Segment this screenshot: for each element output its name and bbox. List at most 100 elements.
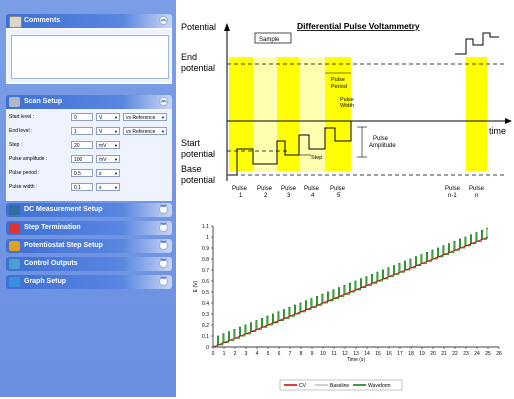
start-level-unit-select[interactable]: V: [96, 113, 120, 122]
pulse-amplitude-input[interactable]: 100: [71, 155, 93, 163]
x-tick-label: 20: [430, 351, 436, 357]
expand-chevron-icon[interactable]: ︾: [159, 259, 168, 268]
potentiostat-step-setup-header[interactable]: Potentiostat Step Setup ︾: [6, 239, 172, 253]
end-potential-label-1: End: [181, 52, 197, 62]
x-tick-label: 23: [463, 351, 469, 357]
comments-textarea[interactable]: [11, 35, 169, 79]
step-termination-title: Step Termination: [24, 224, 81, 231]
pulse-band-5: [325, 57, 351, 171]
pulse-3-label-2: 3: [287, 193, 291, 199]
y-tick-label: 1.1: [202, 224, 209, 230]
potential-axis-arrow: [224, 23, 230, 31]
pulse-2-label-1: Pulse: [257, 186, 273, 192]
potentiostat-icon: [9, 241, 20, 251]
end-level-reference-select[interactable]: vs Reference: [123, 127, 167, 136]
x-tick-label: 26: [496, 351, 502, 357]
end-potential-label-2: potential: [181, 63, 215, 73]
y-tick-label: 0.7: [202, 268, 209, 274]
y-tick-label: 0.5: [202, 290, 209, 296]
diagram-title: Differential Pulse Voltammetry: [297, 21, 420, 31]
step-input[interactable]: 20: [71, 141, 93, 149]
start-level-row: Start level : 0 V vs Reference: [9, 113, 169, 123]
pulse-amplitude-label-1: Pulse: [373, 136, 389, 142]
pulse-width-row: Pulse width : 0.1 s: [9, 183, 169, 193]
sample-label: Sample: [259, 37, 280, 43]
expand-chevron-icon[interactable]: ︾: [159, 205, 168, 214]
graph-setup-header[interactable]: Graph Setup ︾: [6, 275, 172, 289]
step-label: Step: [311, 155, 322, 161]
pulse-period-label-1: Pulse: [331, 77, 345, 83]
x-tick-label: 7: [289, 351, 292, 357]
pulse-period-input[interactable]: 0.5: [71, 169, 93, 177]
end-level-row: End level : 1 V vs Reference: [9, 127, 169, 137]
dpv-waveform-tail: [455, 32, 499, 55]
y-tick-label: 0.2: [202, 323, 209, 329]
pulse-amplitude-unit-select[interactable]: mV: [96, 155, 120, 164]
dpv-waveform: [229, 120, 357, 176]
step-termination-header[interactable]: Step Termination ︾: [6, 221, 172, 235]
legend-cv-label: CV: [299, 383, 307, 389]
dpv-diagram: Sample Potential Differential Pulse Volt…: [177, 9, 514, 200]
potential-label: Potential: [181, 22, 216, 32]
expand-chevron-icon[interactable]: ︾: [159, 241, 168, 250]
step-unit-select[interactable]: mV: [96, 141, 120, 150]
dc-measurement-setup-header[interactable]: DC Measurement Setup ︾: [6, 203, 172, 217]
pulse-n-minus-1-label-2: n-1: [448, 193, 457, 199]
time-label: time: [489, 126, 506, 136]
legend-waveform-label: Waveform: [368, 383, 391, 389]
scan-setup-body: Start level : 0 V vs Reference End level…: [6, 109, 172, 201]
y-tick-label: 0: [206, 345, 209, 351]
dc-measurement-setup-title: DC Measurement Setup: [24, 206, 103, 213]
pulse-3-label-1: Pulse: [281, 186, 297, 192]
x-tick-label: 5: [267, 351, 270, 357]
pulse-5-label-1: Pulse: [330, 186, 346, 192]
pulse-n-minus-1-label-1: Pulse: [445, 186, 461, 192]
task-pane: Comments ︽ Scan Setup ︽ Start level : 0 …: [0, 0, 176, 397]
start-level-reference-select[interactable]: vs Reference: [123, 113, 167, 122]
end-level-unit-select[interactable]: V: [96, 127, 120, 136]
pulse-period-row: Pulse period : 0.5 s: [9, 169, 169, 179]
potentiostat-step-setup-title: Potentiostat Step Setup: [24, 242, 103, 249]
x-tick-label: 16: [386, 351, 392, 357]
x-tick-labels: 0 1 2 3 4 5 6 7 8 9 10 11 12 13 14 15 16 17 18 19 20 21 22 23 24…: [212, 347, 502, 357]
start-level-input[interactable]: 0: [71, 113, 93, 121]
waveform-series-line: [213, 227, 488, 348]
collapse-chevron-icon[interactable]: ︽: [159, 97, 168, 106]
graph-setup-title: Graph Setup: [24, 278, 67, 285]
pulse-width-input[interactable]: 0.1: [71, 183, 93, 191]
x-tick-label: 22: [452, 351, 458, 357]
x-axis-label: Time (s): [347, 357, 365, 363]
collapse-chevron-icon[interactable]: ︽: [159, 16, 168, 25]
comments-panel-title: Comments: [24, 17, 61, 24]
step-row: Step : 20 mV: [9, 141, 169, 151]
time-axis-arrow: [505, 118, 512, 124]
x-tick-label: 1: [223, 351, 226, 357]
end-level-input[interactable]: 1: [71, 127, 93, 135]
control-outputs-header[interactable]: Control Outputs ︾: [6, 257, 172, 271]
start-potential-label-2: potential: [181, 149, 215, 159]
start-potential-label-1: Start: [181, 138, 201, 148]
wrench-icon: [9, 97, 20, 107]
pulse-width-label-2: Width: [340, 103, 354, 109]
x-tick-label: 21: [441, 351, 447, 357]
base-potential-label-2: potential: [181, 175, 215, 185]
comments-panel-header[interactable]: Comments ︽: [6, 14, 172, 28]
pulse-period-unit-select[interactable]: s: [96, 169, 120, 178]
x-tick-label: 0: [212, 351, 215, 357]
expand-chevron-icon[interactable]: ︾: [159, 277, 168, 286]
pulse-band-1: [229, 57, 253, 171]
y-tick-labels: 0 0.1 0.2 0.3 0.4 0.5 0.6 0.7 0.8 0.9 1 1.1: [202, 224, 213, 351]
pulse-width-unit-select[interactable]: s: [96, 183, 120, 192]
x-tick-label: 18: [408, 351, 414, 357]
pulse-period-label-2: Period: [331, 84, 347, 90]
pulse-period-label: Pulse period :: [9, 170, 40, 176]
scan-setup-title: Scan Setup: [24, 98, 63, 105]
scan-setup-panel-header[interactable]: Scan Setup ︽: [6, 95, 172, 109]
expand-chevron-icon[interactable]: ︾: [159, 223, 168, 232]
pulse-band-light-2: [299, 57, 325, 171]
pulse-band-n: [466, 57, 487, 171]
x-tick-label: 14: [364, 351, 370, 357]
graph-icon: [9, 277, 20, 287]
